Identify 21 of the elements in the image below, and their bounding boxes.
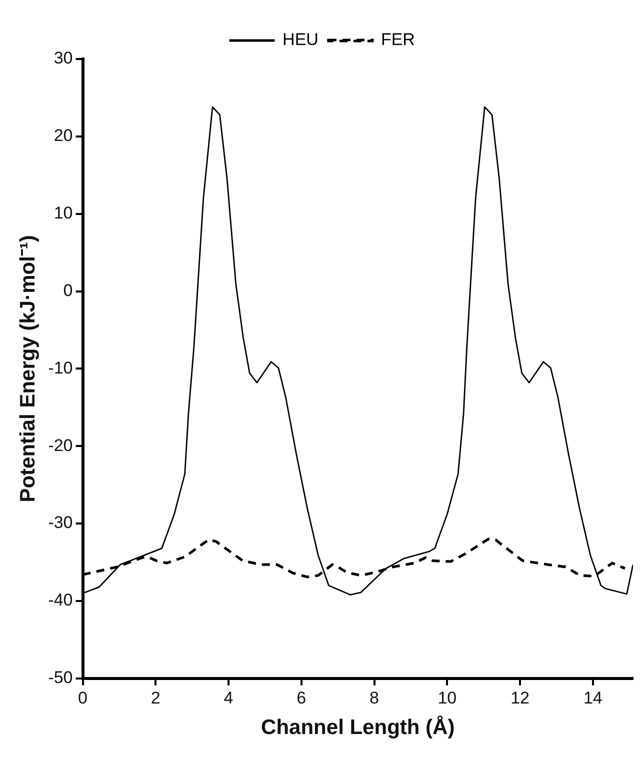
x-tick-label: 8 [370, 688, 380, 708]
y-tick-label: -30 [48, 513, 73, 532]
y-tick-label: -10 [48, 358, 73, 378]
y-tick-label: 10 [54, 204, 73, 223]
x-tick-label: 0 [78, 688, 88, 708]
x-tick-label: 10 [438, 688, 457, 708]
x-tick-label: 14 [583, 688, 602, 708]
y-axis-title: Potential Energy (kJ·mol⁻¹) [16, 235, 40, 502]
y-tick-label: 0 [63, 280, 73, 300]
y-tick-label: 30 [54, 48, 73, 68]
x-tick-label: 2 [150, 688, 160, 708]
y-tick-label: 20 [54, 126, 73, 146]
y-tick-label: -50 [48, 668, 73, 688]
x-axis-title: Channel Length (Å) [261, 715, 455, 740]
y-tick-label: -20 [48, 436, 73, 455]
x-tick-label: 12 [510, 688, 530, 708]
legend-label: FER [380, 30, 415, 50]
legend-label: HEU [282, 30, 318, 50]
x-tick-label: 6 [296, 688, 306, 708]
y-tick-label: -40 [48, 590, 73, 610]
x-tick-label: 4 [224, 688, 234, 708]
